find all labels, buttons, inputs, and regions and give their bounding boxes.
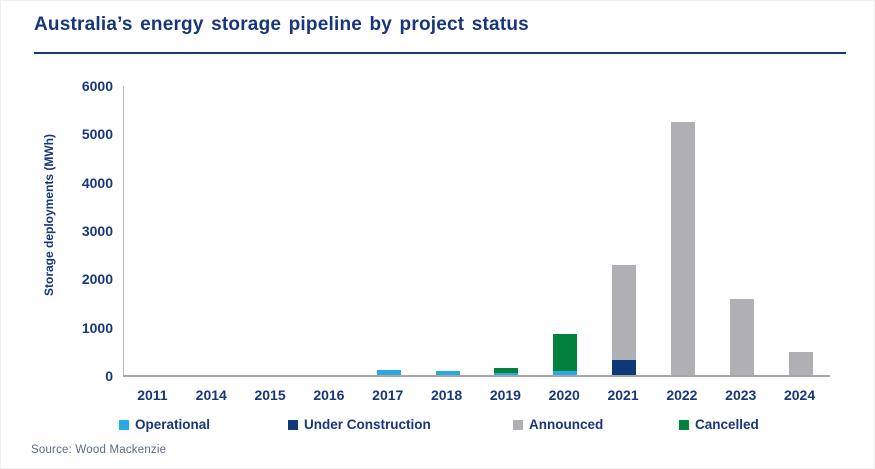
- legend-label: Announced: [529, 417, 604, 432]
- y-tick-label: 6000: [81, 78, 113, 94]
- x-tick-label: 2024: [783, 387, 816, 403]
- y-axis-label: Storage deployments (MWh): [42, 134, 56, 297]
- bar-2019-operational: [494, 372, 519, 376]
- legend-label: Operational: [135, 417, 211, 432]
- y-tick-label: 5000: [81, 126, 113, 143]
- legend-swatch-cancelled: [679, 420, 689, 430]
- legend-swatch-operational: [119, 420, 129, 430]
- bar-2023-announced: [729, 298, 754, 376]
- x-axis-line: [123, 375, 830, 377]
- bar-2020-operational: [553, 371, 578, 376]
- bar-2021-announced: [612, 264, 637, 360]
- bar-2021-under-construction: [612, 359, 637, 376]
- page-title: Australia’s energy storage pipeline by p…: [34, 14, 529, 35]
- y-tick-label: 2000: [81, 271, 113, 288]
- bar-2017-operational: [376, 370, 401, 376]
- x-tick-label: 2018: [430, 387, 463, 403]
- y-tick-label: 4000: [81, 174, 113, 191]
- legend-swatch-under-construction: [288, 420, 298, 430]
- bar-2020-cancelled: [553, 333, 578, 372]
- x-tick-label: 2014: [195, 387, 227, 403]
- x-tick-label: 2022: [666, 387, 698, 403]
- legend-label: Under Construction: [304, 417, 431, 432]
- source-note: Source: Wood Mackenzie: [31, 444, 167, 456]
- x-tick-label: 2023: [725, 387, 757, 403]
- bar-2024-announced: [788, 351, 813, 376]
- x-tick-label: 2021: [607, 387, 639, 403]
- legend-item-announced: Announced: [513, 417, 603, 433]
- plot-area: [123, 86, 830, 377]
- y-tick-label: 3000: [81, 223, 113, 239]
- bar-2022-announced: [670, 121, 695, 376]
- y-tick-label: 0: [105, 368, 113, 384]
- x-tick-label: 2017: [372, 387, 404, 403]
- legend-swatch-announced: [513, 420, 523, 430]
- bar-2018-operational: [435, 370, 460, 376]
- y-tick-label: 1000: [81, 319, 113, 336]
- x-tick-label: 2011: [137, 387, 168, 403]
- x-tick-label: 2016: [313, 387, 345, 403]
- x-tick-label: 2015: [254, 387, 286, 403]
- legend-item-operational: Operational: [119, 417, 210, 433]
- bar-2019-cancelled: [494, 367, 519, 373]
- legend-item-under-construction: Under Construction: [288, 417, 431, 433]
- legend-label: Cancelled: [695, 417, 759, 432]
- legend-item-cancelled: Cancelled: [679, 417, 759, 433]
- x-tick-label: 2019: [489, 387, 521, 403]
- title-underline: [34, 52, 846, 54]
- x-tick-label: 2020: [548, 387, 580, 403]
